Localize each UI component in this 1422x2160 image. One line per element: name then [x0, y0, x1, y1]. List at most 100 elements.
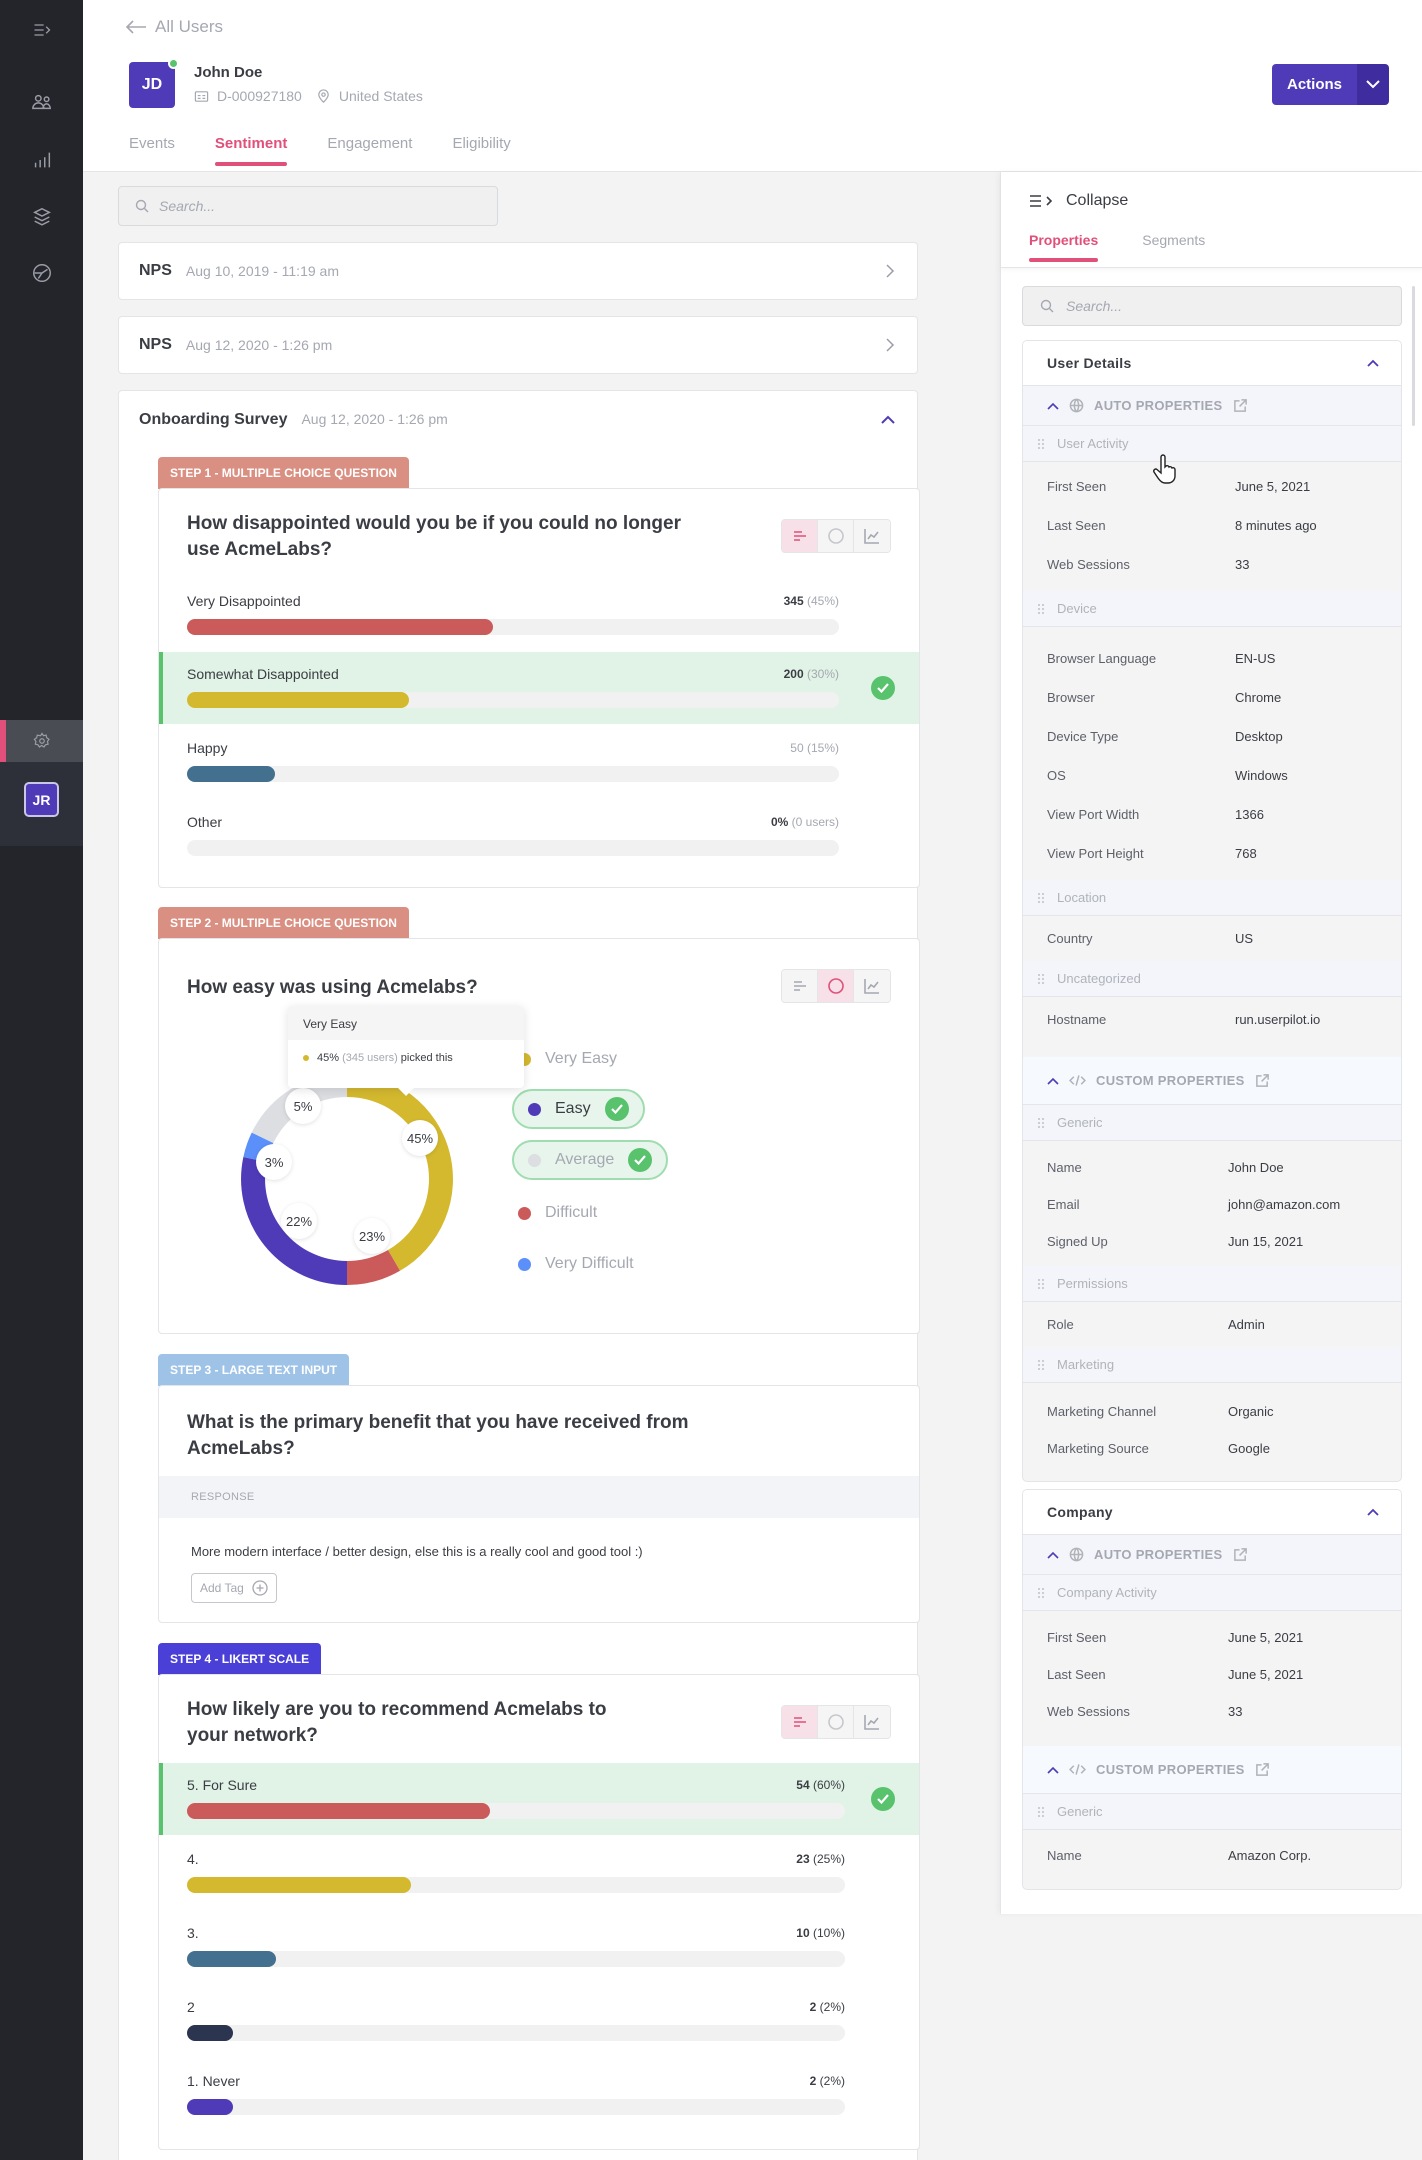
donut-slice-easy — [241, 1157, 348, 1285]
chevron-up-icon — [1367, 359, 1379, 367]
option-bar-track — [187, 1803, 845, 1819]
drag-handle-icon[interactable] — [1037, 1586, 1045, 1599]
sidebar-item-dashboard[interactable] — [0, 253, 83, 293]
legend-item-very-difficult[interactable]: Very Difficult — [504, 1244, 648, 1284]
group-marketing[interactable]: Marketing — [1023, 1347, 1401, 1383]
group-user-activity[interactable]: User Activity — [1023, 426, 1401, 462]
custom-properties-header[interactable]: CUSTOM PROPERTIES — [1023, 1057, 1401, 1105]
donut-label-very-easy: 45% — [402, 1120, 438, 1156]
line-view-button[interactable] — [854, 520, 890, 552]
chevron-up-icon[interactable] — [881, 415, 895, 424]
drag-handle-icon[interactable] — [1037, 602, 1045, 615]
event-card-nps-2[interactable]: NPS Aug 12, 2020 - 1:26 pm — [118, 316, 918, 374]
tab-properties[interactable]: Properties — [1029, 232, 1099, 262]
option-bar-fill — [187, 619, 494, 635]
event-date: Aug 10, 2019 - 11:19 am — [185, 263, 339, 279]
group-uncategorized[interactable]: Uncategorized — [1023, 961, 1401, 997]
tab-segments[interactable]: Segments — [1142, 232, 1206, 248]
donut-label-difficult: 23% — [354, 1218, 390, 1254]
card-title: Company — [1047, 1504, 1113, 1520]
external-link-icon[interactable] — [1233, 1547, 1248, 1562]
survey-header[interactable]: Onboarding Survey Aug 12, 2020 - 1:26 pm — [139, 411, 448, 429]
sidebar-item-analytics[interactable] — [0, 140, 83, 180]
donut-slice-difficult — [346, 1249, 400, 1285]
tab-events[interactable]: Events — [129, 135, 175, 152]
add-tag-button[interactable]: Add Tag — [191, 1573, 277, 1603]
user-details-header[interactable]: User Details — [1023, 341, 1401, 386]
actions-button[interactable]: Actions — [1272, 64, 1358, 105]
group-location[interactable]: Location — [1023, 880, 1401, 916]
search-icon — [1040, 299, 1054, 313]
step-1-question: How disappointed would you be if you cou… — [187, 513, 681, 560]
drag-handle-icon[interactable] — [1037, 1277, 1045, 1290]
sidebar-item-settings[interactable] — [0, 720, 83, 762]
bar-view-button[interactable] — [782, 970, 818, 1002]
company-card: Company AUTO PROPERTIES Company Activity… — [1022, 1489, 1402, 1890]
section-label: AUTO PROPERTIES — [1094, 1547, 1223, 1562]
legend-label: Very Difficult — [545, 1255, 634, 1272]
line-view-button[interactable] — [854, 970, 890, 1002]
donut-view-button[interactable] — [818, 520, 854, 552]
sidebar-item-layers[interactable] — [0, 197, 83, 237]
donut-icon — [827, 1714, 844, 1730]
option-label: 2 — [187, 1999, 195, 2015]
group-generic[interactable]: Generic — [1023, 1105, 1401, 1141]
legend-item-easy[interactable]: Easy — [512, 1089, 645, 1129]
actions-dropdown-button[interactable] — [1357, 64, 1390, 105]
group-device[interactable]: Device — [1023, 591, 1401, 627]
sidebar-item-users[interactable] — [0, 82, 83, 122]
group-generic[interactable]: Generic — [1023, 1794, 1401, 1830]
bar-view-button[interactable] — [782, 520, 818, 552]
auto-properties-header[interactable]: AUTO PROPERTIES — [1023, 386, 1401, 426]
donut-view-button[interactable] — [818, 1706, 854, 1738]
tab-engagement[interactable]: Engagement — [327, 135, 413, 152]
drag-handle-icon[interactable] — [1037, 1805, 1045, 1818]
bar-view-button[interactable] — [782, 1706, 818, 1738]
user-id: D-000927180 — [217, 88, 302, 104]
donut-view-button[interactable] — [818, 970, 854, 1002]
collapse-panel-button[interactable]: Collapse — [1028, 192, 1128, 210]
properties-search-input[interactable] — [1066, 298, 1386, 314]
option-bar-track — [187, 840, 839, 856]
property-list: Name John Doe Email john@amazon.com Signed… — [1023, 1141, 1401, 1266]
drag-handle-icon[interactable] — [1037, 437, 1045, 450]
property-row: First Seen June 5, 2021 — [1047, 1630, 1304, 1645]
events-search — [118, 186, 498, 226]
line-view-button[interactable] — [854, 1706, 890, 1738]
property-row: Web Sessions 33 — [1047, 1704, 1243, 1719]
step-3-question: What is the primary benefit that you hav… — [187, 1412, 689, 1459]
tab-eligibility[interactable]: Eligibility — [452, 135, 511, 152]
panel-scrollbar[interactable] — [1412, 286, 1415, 426]
drag-handle-icon[interactable] — [1037, 972, 1045, 985]
user-details-card: User Details AUTO PROPERTIES User Activi… — [1022, 340, 1402, 1482]
drag-handle-icon[interactable] — [1037, 891, 1045, 904]
drag-handle-icon[interactable] — [1037, 1116, 1045, 1129]
custom-properties-header[interactable]: CUSTOM PROPERTIES — [1023, 1746, 1401, 1794]
group-company-activity[interactable]: Company Activity — [1023, 1575, 1401, 1611]
auto-properties-header[interactable]: AUTO PROPERTIES — [1023, 1535, 1401, 1575]
external-link-icon[interactable] — [1233, 398, 1248, 413]
current-user-avatar[interactable]: JR — [24, 782, 59, 817]
tab-sentiment[interactable]: Sentiment — [214, 135, 287, 166]
chevron-right-icon — [886, 338, 895, 352]
events-search-input[interactable] — [159, 198, 459, 214]
legend-item-difficult[interactable]: Difficult — [504, 1193, 611, 1233]
donut-icon — [827, 978, 844, 994]
option-label: 4. — [187, 1851, 199, 1867]
legend-item-average[interactable]: Average — [512, 1140, 669, 1180]
external-link-icon[interactable] — [1255, 1762, 1270, 1777]
company-header[interactable]: Company — [1023, 1490, 1401, 1535]
back-to-all-users-link[interactable]: All Users — [125, 17, 223, 37]
drag-handle-icon[interactable] — [1037, 1358, 1045, 1371]
external-link-icon[interactable] — [1255, 1073, 1270, 1088]
option-bar-track — [187, 766, 839, 782]
option-bar-track — [187, 692, 839, 708]
survey-title: Onboarding Survey — [139, 411, 288, 428]
group-permissions[interactable]: Permissions — [1023, 1266, 1401, 1302]
property-row: Browser Chrome — [1047, 690, 1282, 705]
sidebar-toggle[interactable] — [0, 10, 83, 50]
chart-view-toggle — [781, 1705, 891, 1739]
property-list: Name Amazon Corp. — [1023, 1830, 1401, 1889]
event-card-nps-1[interactable]: NPS Aug 10, 2019 - 11:19 am — [118, 242, 918, 300]
property-row: Role Admin — [1047, 1317, 1265, 1332]
